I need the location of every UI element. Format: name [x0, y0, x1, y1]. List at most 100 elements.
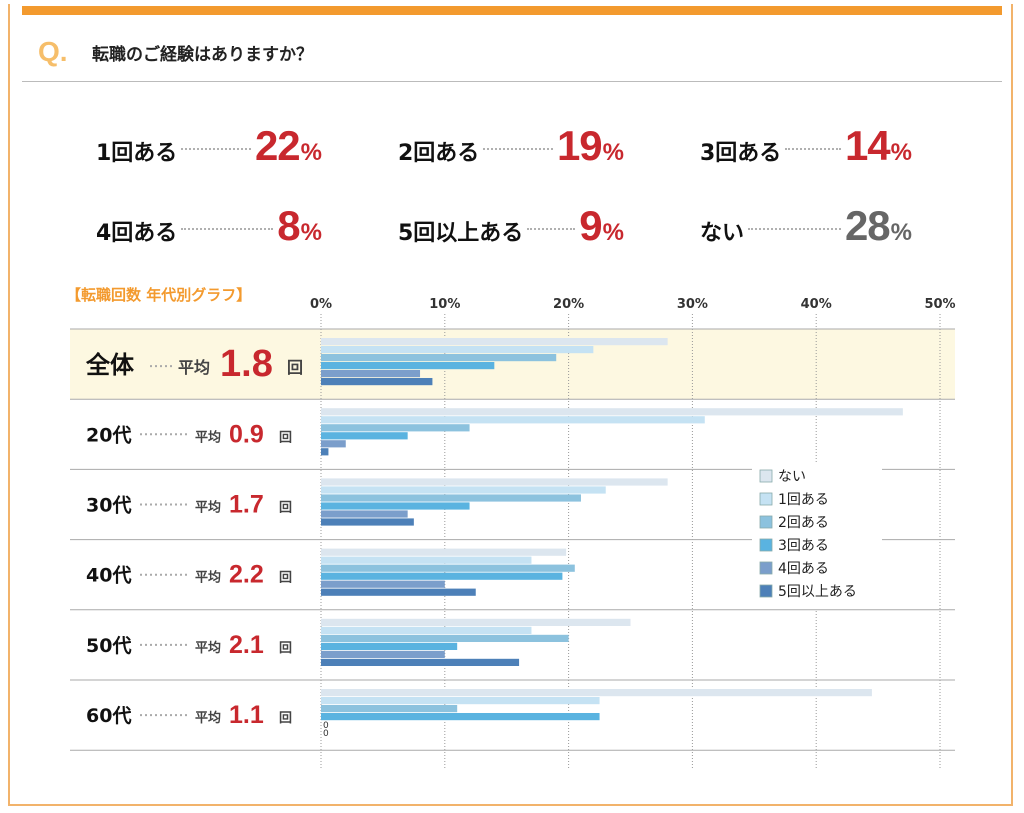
leader-dots [527, 228, 576, 230]
x-tick-label: 50% [924, 297, 955, 312]
average-suffix: 回 [287, 358, 303, 377]
summary-label: 3回ある [700, 141, 782, 166]
average-value: 2.1 [229, 631, 264, 659]
legend-label: 1回ある [778, 492, 829, 508]
category-label: 20代 [86, 424, 131, 446]
category-label: 全体 [85, 351, 135, 379]
x-tick-label: 0% [310, 297, 332, 312]
bar [321, 378, 433, 386]
leader-dots [483, 148, 553, 150]
summary-label: 5回以上ある [398, 221, 524, 246]
summary-item: 1回ある 22% [96, 122, 322, 170]
x-tick-label: 40% [801, 297, 832, 312]
summary-item: ない 28% [700, 202, 912, 250]
legend-swatch [759, 538, 773, 552]
average-suffix: 回 [279, 430, 292, 445]
average-prefix: 平均 [195, 429, 221, 445]
bar [321, 556, 532, 564]
average-value: 2.2 [229, 561, 264, 589]
category-label: 30代 [86, 495, 131, 517]
legend-label: 2回ある [778, 515, 829, 531]
legend-label: 5回以上ある [778, 584, 857, 600]
bar [321, 658, 520, 666]
bar [321, 634, 569, 642]
question-divider [22, 81, 1002, 82]
bar [321, 408, 903, 416]
bar [321, 416, 705, 424]
bar [321, 370, 421, 378]
summary-item: 5回以上ある 9% [398, 202, 624, 250]
category-label: 60代 [86, 705, 131, 727]
leader-dots [748, 228, 841, 230]
average-value: 1.1 [229, 701, 264, 729]
summary-item: 2回ある 19% [398, 122, 624, 170]
summary-value: 19 [556, 122, 603, 169]
legend-swatch [759, 561, 773, 575]
summary-value: 22 [254, 122, 301, 169]
leader-dots [181, 148, 251, 150]
bar [321, 510, 408, 518]
legend-label: 3回ある [778, 538, 829, 554]
summary-item: 3回ある 14% [700, 122, 912, 170]
legend-background [752, 463, 882, 609]
summary-label: 4回ある [96, 221, 178, 246]
bar [321, 494, 581, 502]
legend-swatch [759, 492, 773, 506]
question-mark-label: Q. [38, 36, 68, 67]
x-tick-label: 30% [677, 297, 708, 312]
bar [321, 705, 458, 713]
legend-label: 4回ある [778, 561, 829, 577]
average-suffix: 回 [279, 501, 292, 516]
average-value: 0.9 [229, 420, 264, 448]
bar [321, 548, 567, 556]
average-prefix: 平均 [178, 358, 210, 377]
average-prefix: 平均 [195, 570, 221, 586]
x-tick-label: 20% [553, 297, 584, 312]
legend-swatch [759, 515, 773, 529]
bar [321, 650, 445, 658]
bar [321, 338, 668, 346]
bar [321, 713, 600, 721]
bar [321, 697, 600, 705]
average-prefix: 平均 [195, 640, 221, 656]
chart-title: 【転職回数 年代別グラフ】 [66, 286, 251, 304]
average-value: 1.8 [220, 343, 273, 385]
average-prefix: 平均 [195, 710, 221, 726]
bar [321, 518, 414, 526]
average-value: 1.7 [229, 491, 264, 519]
bar [321, 572, 563, 580]
bar [321, 432, 408, 440]
bar [321, 689, 872, 697]
summary-value: 28 [844, 202, 891, 249]
category-label: 40代 [86, 565, 131, 587]
bar [321, 478, 668, 486]
bar [321, 440, 346, 448]
summary-unit: % [300, 219, 322, 246]
bar [321, 424, 470, 432]
summary-label: 2回ある [398, 141, 480, 166]
bar [321, 626, 532, 634]
zero-label: 0 [323, 729, 329, 739]
summary-unit: % [890, 139, 912, 166]
zero-label: 0 [323, 721, 329, 731]
bar [321, 580, 445, 588]
x-tick-label: 10% [429, 297, 460, 312]
content-frame [8, 4, 1013, 806]
bar [321, 564, 575, 572]
bar [321, 486, 606, 494]
category-label: 50代 [86, 635, 131, 657]
bar [321, 502, 470, 510]
bar [321, 588, 476, 596]
question-text: 転職のご経験はありますか？ [92, 45, 313, 65]
bar [321, 362, 495, 370]
summary-value: 14 [844, 122, 891, 169]
bar [321, 346, 594, 354]
summary-value: 8 [277, 202, 300, 249]
leader-dots [181, 228, 274, 230]
bar [321, 448, 329, 456]
average-suffix: 回 [279, 711, 292, 726]
summary-unit: % [300, 139, 322, 166]
legend-swatch [759, 584, 773, 598]
bar [321, 354, 557, 362]
